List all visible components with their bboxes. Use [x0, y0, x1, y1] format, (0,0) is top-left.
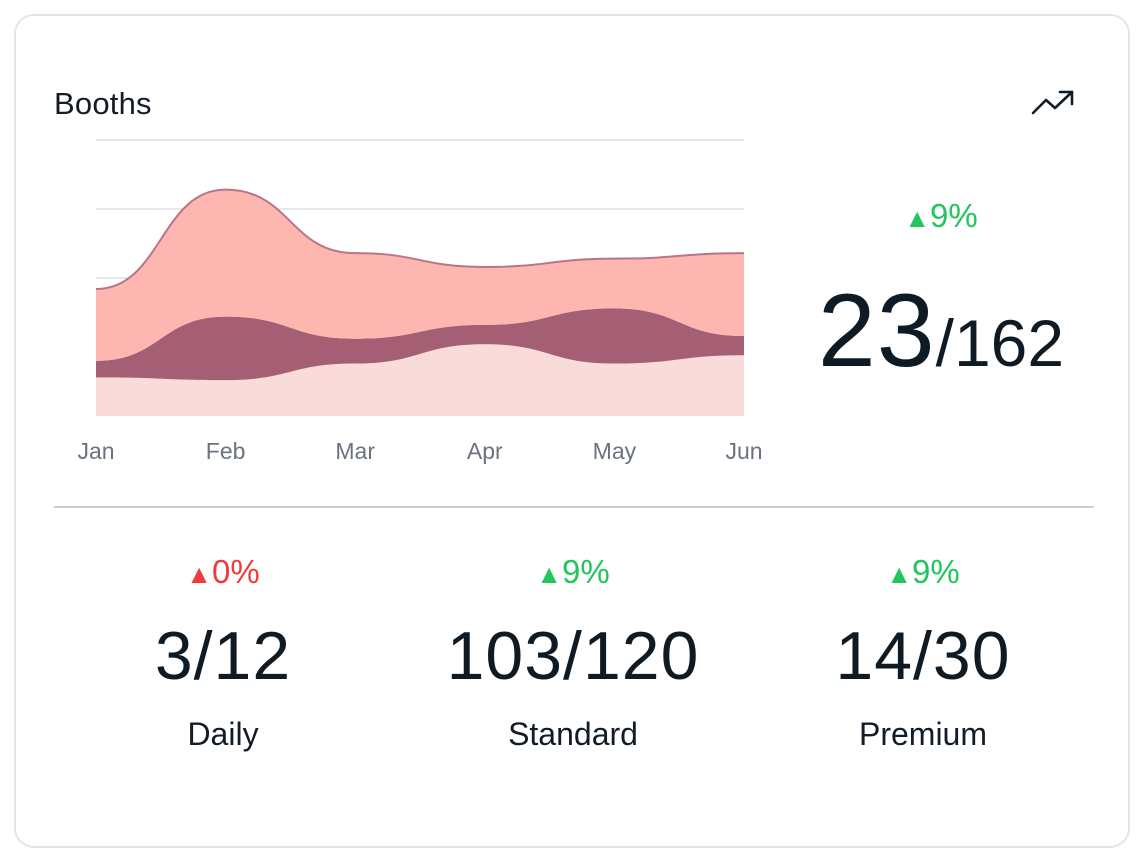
stat-standard: ▲9% 103/120 Standard [398, 552, 748, 754]
area-series-3 [96, 189, 744, 361]
summary-value: 23/162 [786, 276, 1096, 417]
up-triangle-icon: ▲ [186, 559, 213, 589]
chart-areas [95, 188, 745, 416]
stat-change: ▲0% [48, 552, 398, 594]
summary-separator: / [935, 306, 954, 380]
booths-area-chart: Jan Feb Mar Apr May Jun [77, 139, 763, 464]
x-tick-label: Mar [335, 438, 375, 464]
stat-value: 103/120 [446, 618, 700, 694]
stat-change-value: 0% [212, 553, 260, 590]
area-series-3-outline [95, 188, 745, 291]
stat-label: Standard [508, 716, 638, 752]
summary-block: ▲9% 23/162 [786, 196, 1096, 417]
stat-value: 14/30 [835, 618, 1011, 694]
x-tick-label: Jun [725, 438, 762, 464]
summary-change: ▲9% [786, 196, 1096, 238]
trend-button[interactable] [1027, 84, 1079, 122]
stat-change: ▲9% [748, 552, 1098, 594]
stat-label: Premium [858, 716, 987, 752]
area-series-2 [96, 308, 744, 381]
x-axis: Jan Feb Mar Apr May Jun [77, 438, 762, 464]
summary-booked: 23 [817, 273, 936, 389]
x-tick-label: Feb [206, 438, 246, 464]
divider [54, 506, 1094, 508]
area-series-1 [96, 344, 744, 416]
stat-premium: ▲9% 14/30 Premium [748, 552, 1098, 754]
stat-change-value: 9% [912, 553, 960, 590]
stat-value: 3/12 [154, 618, 292, 694]
x-tick-label: Apr [467, 438, 503, 464]
trending-up-icon [1031, 90, 1074, 115]
booths-card: Booths Jan Feb Mar Apr May Jun ▲9% 23/162 ▲0%… [14, 14, 1130, 848]
stat-change-value: 9% [562, 553, 610, 590]
x-tick-label: Jan [77, 438, 114, 464]
x-tick-label: May [593, 438, 637, 464]
summary-total: 162 [953, 306, 1065, 380]
summary-change-value: 9% [930, 197, 978, 234]
up-triangle-icon: ▲ [536, 559, 563, 589]
up-triangle-icon: ▲ [904, 203, 931, 233]
stat-change: ▲9% [398, 552, 748, 594]
up-triangle-icon: ▲ [886, 559, 913, 589]
stat-daily: ▲0% 3/12 Daily [48, 552, 398, 754]
stat-label: Daily [187, 716, 259, 752]
card-title: Booths [54, 86, 152, 121]
